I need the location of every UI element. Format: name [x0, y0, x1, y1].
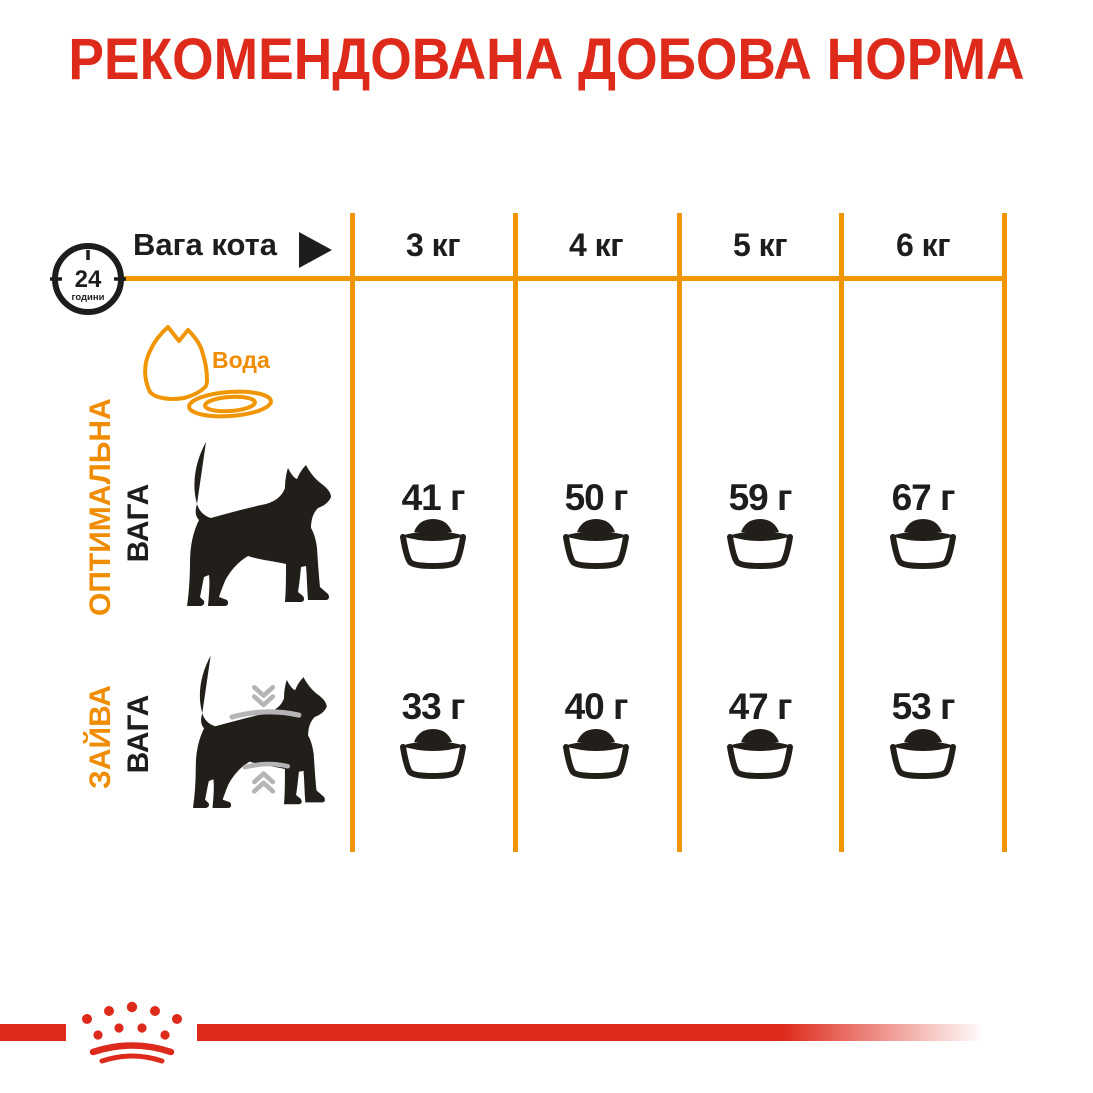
column-header: 5 кг	[732, 227, 788, 263]
amount-value: 40 г	[564, 686, 629, 727]
amount-value: 33 г	[401, 686, 466, 727]
food-bowl-icon	[888, 516, 958, 572]
amount-value: 53 г	[891, 686, 956, 727]
brand-stripe-right	[197, 1024, 1009, 1041]
table-vline	[677, 213, 682, 852]
clock-value: 24	[75, 266, 102, 293]
table-vline	[513, 213, 518, 852]
row-accent-label-excess: ЗАЙВА	[84, 685, 117, 789]
row-label-weight: ВАГА	[122, 483, 155, 563]
overweight-cat-silhouette-icon	[193, 655, 327, 808]
amount-value: 41 г	[401, 477, 466, 518]
table-vline	[350, 213, 355, 852]
cat-silhouette-icon	[187, 442, 331, 606]
table-vline	[1002, 213, 1007, 852]
column-header: 6 кг	[895, 227, 951, 263]
food-bowl-icon	[725, 726, 795, 782]
food-bowl-icon	[398, 516, 468, 572]
water-label: Вода	[212, 347, 270, 373]
amount-value: 59 г	[728, 477, 793, 518]
table-vline	[839, 213, 844, 852]
page-title: РЕКОМЕНДОВАНА ДОБОВА НОРМА	[68, 27, 1025, 92]
food-bowl-icon	[561, 726, 631, 782]
clock-24h-icon: 24 години	[50, 243, 126, 315]
amount-value: 50 г	[564, 477, 629, 518]
table-hline	[110, 276, 1007, 281]
food-bowl-icon	[561, 516, 631, 572]
arrow-right-icon	[299, 232, 332, 268]
amount-value: 67 г	[891, 477, 956, 518]
column-header: 4 кг	[568, 227, 624, 263]
amount-value: 47 г	[728, 686, 793, 727]
brand-stripe-left	[0, 1024, 66, 1041]
royal-canin-crown-icon	[82, 1001, 182, 1064]
column-header: 3 кг	[405, 227, 461, 263]
food-bowl-icon	[888, 726, 958, 782]
clock-unit: години	[72, 292, 105, 303]
row-accent-label-optimal: ОПТИМАЛЬНА	[84, 398, 117, 616]
food-bowl-icon	[725, 516, 795, 572]
food-bowl-icon	[398, 726, 468, 782]
row-label-weight: ВАГА	[122, 694, 155, 774]
weight-header-label: Вага кота	[132, 227, 278, 262]
cat-drinking-water-icon	[143, 325, 273, 419]
excess-weight-markers	[229, 684, 302, 794]
